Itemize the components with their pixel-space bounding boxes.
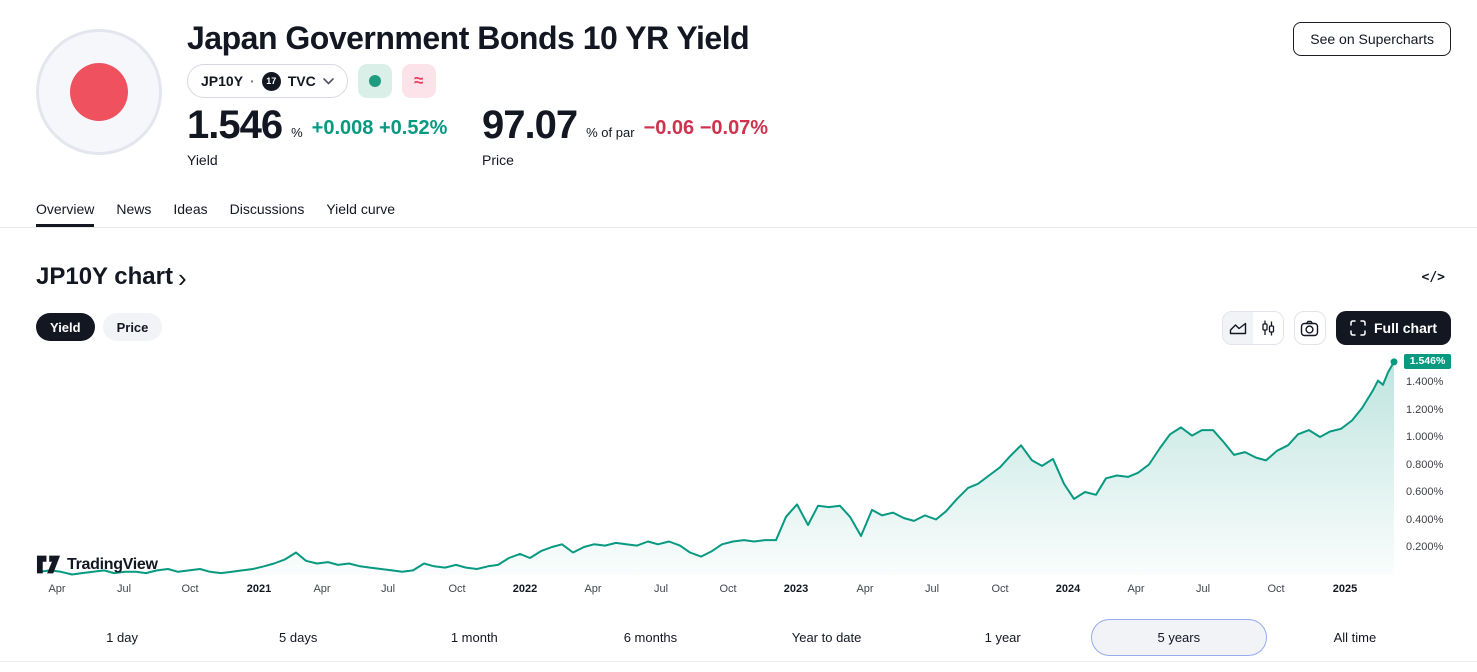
range-button-1-year[interactable]: 1 year — [984, 629, 1021, 645]
range-button-5-days[interactable]: 5 days — [279, 629, 318, 645]
symbol-selector[interactable]: JP10Y · 17 TVC — [187, 64, 348, 98]
full-chart-button[interactable]: Full chart — [1335, 311, 1451, 345]
symbol-row: JP10Y · 17 TVC ≈ — [187, 64, 436, 98]
x-axis-label: Jul — [380, 583, 396, 595]
chart-section-heading[interactable]: JP10Y chart › — [36, 263, 187, 291]
chevron-down-icon — [322, 77, 334, 85]
y-axis-label: 0.600% — [1406, 486, 1444, 498]
section-divider — [0, 661, 1477, 662]
delayed-data-badge[interactable]: ≈ — [401, 64, 436, 98]
range-button-6-months[interactable]: 6 months — [623, 629, 678, 645]
y-axis-label: 1.400% — [1406, 376, 1444, 388]
price-change-pct: −0.07% — [699, 117, 769, 139]
x-axis-label: 2022 — [512, 583, 538, 595]
fullscreen-brackets-icon — [1350, 320, 1366, 336]
price-change-abs: −0.06 — [643, 117, 695, 139]
tab-bar: Overview News Ideas Discussions Yield curve — [0, 197, 1477, 228]
chart-heading-text: JP10Y chart — [36, 263, 173, 290]
candlestick-icon — [1262, 320, 1275, 336]
tradingview-watermark[interactable]: TradingView — [36, 555, 158, 574]
full-chart-label: Full chart — [1373, 320, 1437, 336]
yield-price-toggle: Yield Price — [36, 313, 163, 341]
chart-toolbar: Full chart — [1221, 311, 1451, 345]
x-axis-label: Jul — [653, 583, 669, 595]
snapshot-button[interactable] — [1293, 311, 1326, 345]
yield-change-abs: +0.008 — [311, 117, 374, 139]
symbol-code: JP10Y — [201, 73, 244, 89]
yield-line — [39, 360, 1395, 576]
area-chart-icon — [1229, 322, 1247, 335]
market-open-dot-icon — [368, 75, 381, 87]
date-range-bar: 1 day 5 days 1 month 6 months Year to date 1 … — [34, 617, 1443, 657]
x-axis-label: Apr — [48, 583, 66, 595]
x-axis-label: 2024 — [1055, 583, 1081, 595]
chart-type-segmented-control — [1221, 311, 1284, 345]
x-axis-label: Jul — [1195, 583, 1211, 595]
area-chart-type-button[interactable] — [1222, 312, 1253, 344]
tab-ideas[interactable]: Ideas — [173, 201, 208, 217]
embed-code-icon[interactable]: </> — [1421, 270, 1445, 285]
price-quote: 97.07 % of par −0.06 −0.07% Price — [482, 105, 768, 168]
tradingview-watermark-text: TradingView — [67, 555, 158, 573]
chevron-right-icon: › — [177, 263, 187, 293]
y-axis-label: 1.200% — [1406, 404, 1444, 416]
mode-toggle-price[interactable]: Price — [102, 313, 163, 341]
yield-quote: 1.546 % +0.008 +0.52% Yield — [187, 105, 447, 168]
price-chart[interactable]: 1.400% 1.200% 1.000% 0.800% 0.600% 0.400% 0.20… — [0, 352, 1477, 602]
page-title: Japan Government Bonds 10 YR Yield — [187, 20, 750, 56]
tradingview-logo-icon — [36, 555, 61, 574]
mode-toggle-yield[interactable]: Yield — [36, 313, 95, 341]
range-button-1-month[interactable]: 1 month — [450, 629, 498, 645]
x-axis-label: Oct — [181, 583, 199, 595]
tab-overview[interactable]: Overview — [36, 197, 95, 227]
last-price-dot — [1390, 358, 1398, 366]
tradingview-exchange-icon: 17 — [261, 71, 281, 91]
approx-icon: ≈ — [414, 71, 424, 90]
range-button-all-time[interactable]: All time — [1333, 629, 1377, 645]
japan-flag-red-circle — [70, 63, 128, 121]
range-button-1-day[interactable]: 1 day — [106, 629, 138, 645]
y-axis-label: 1.000% — [1406, 431, 1444, 443]
x-axis-label: Apr — [584, 583, 602, 595]
x-axis-label: Oct — [719, 583, 737, 595]
range-button-5-years[interactable]: 5 years — [1090, 618, 1267, 656]
price-unit: % of par — [586, 125, 635, 140]
camera-icon — [1301, 320, 1319, 336]
yield-change-pct: +0.52% — [378, 117, 448, 139]
market-open-badge[interactable] — [357, 64, 392, 98]
price-label: Price — [482, 152, 514, 168]
x-axis-label: 2025 — [1332, 583, 1358, 595]
x-axis-label: 2023 — [783, 583, 809, 595]
tab-news[interactable]: News — [116, 201, 152, 217]
x-axis-label: Apr — [856, 583, 874, 595]
x-axis-label: Apr — [1127, 583, 1145, 595]
y-axis-label: 0.200% — [1406, 541, 1444, 553]
tab-discussions[interactable]: Discussions — [229, 201, 305, 217]
x-axis-label: Jul — [116, 583, 132, 595]
x-axis-label: Oct — [1267, 583, 1285, 595]
x-axis-label: Oct — [448, 583, 466, 595]
yield-value: 1.546 — [187, 103, 283, 147]
area-fill — [40, 361, 1394, 575]
chart-plot-area — [39, 358, 1398, 576]
candles-chart-type-button[interactable] — [1252, 312, 1283, 344]
y-axis-label: 0.800% — [1406, 459, 1444, 471]
y-axis-label: 0.400% — [1406, 514, 1444, 526]
range-button-year-to-date[interactable]: Year to date — [791, 629, 862, 645]
price-value: 97.07 — [482, 103, 578, 147]
exchange-code: TVC — [287, 73, 316, 89]
see-on-supercharts-button[interactable]: See on Supercharts — [1293, 22, 1451, 56]
yield-unit: % — [291, 125, 303, 140]
x-axis-label: Apr — [313, 583, 331, 595]
last-value-badge: 1.546% — [1404, 354, 1451, 369]
x-axis-label: Oct — [991, 583, 1009, 595]
x-axis-label: 2021 — [246, 583, 272, 595]
tab-yield-curve[interactable]: Yield curve — [326, 201, 396, 217]
separator-dot: · — [250, 73, 255, 89]
japan-flag-icon — [36, 29, 162, 155]
yield-label: Yield — [187, 152, 218, 168]
x-axis-label: Jul — [924, 583, 940, 595]
